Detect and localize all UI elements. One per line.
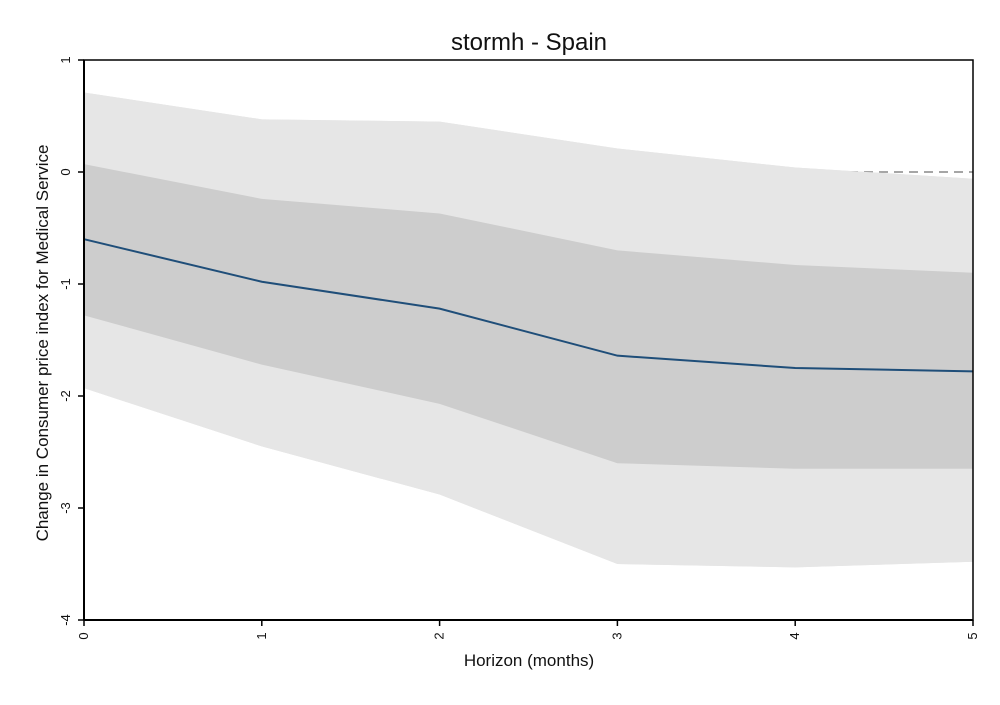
x-tick-label: 4 [787, 632, 802, 639]
y-tick-label: -4 [58, 614, 73, 626]
x-tick-label: 5 [965, 632, 980, 639]
chart-title: stormh - Spain [451, 29, 607, 56]
y-tick-label: -1 [58, 278, 73, 290]
series-lines [83, 238, 974, 373]
y-tick-label: 1 [58, 56, 73, 63]
zero-reference-line [84, 92, 973, 568]
inner-confidence-band-overlay [84, 164, 973, 469]
x-axis-label: Horizon (months) [464, 651, 594, 670]
y-tick-label: 0 [58, 168, 73, 175]
y-axis-label: Change in Consumer price index for Medic… [33, 145, 52, 542]
series-line-0 [83, 238, 974, 373]
axes: -4 -3 -2 -1 0 1 0 1 2 3 4 5 [58, 56, 980, 639]
x-tick-label: 3 [609, 632, 624, 639]
x-tick-label: 2 [432, 632, 447, 639]
x-tick-label: 1 [254, 632, 269, 639]
x-tick-label: 0 [76, 632, 91, 639]
y-tick-label: -3 [58, 502, 73, 514]
y-tick-label: -2 [58, 390, 73, 402]
